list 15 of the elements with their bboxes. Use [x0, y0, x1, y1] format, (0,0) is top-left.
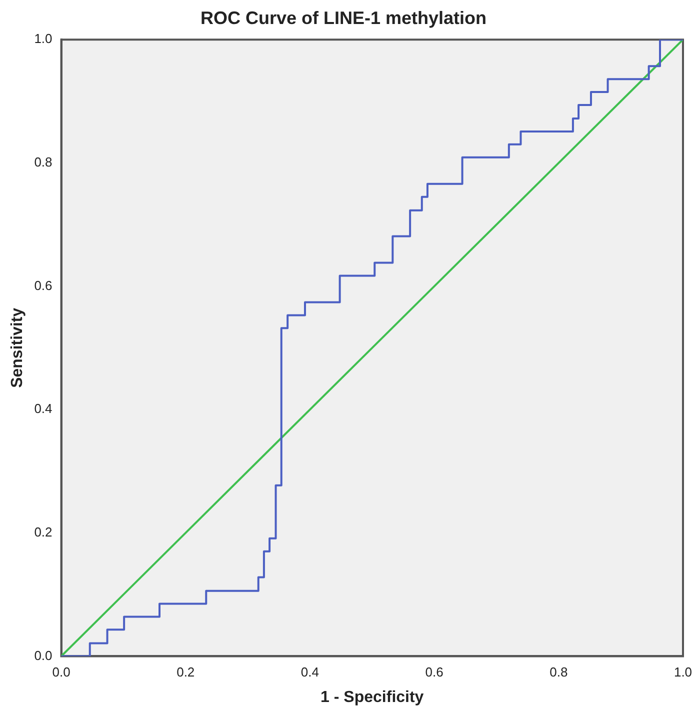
- y-tick-label: 0.8: [34, 154, 52, 170]
- x-tick-label: 0.6: [425, 664, 444, 680]
- y-tick-label: 1.0: [34, 31, 52, 46]
- x-tick-label: 0.4: [300, 664, 319, 680]
- x-tick-label: 1.0: [674, 664, 692, 680]
- chart-title: ROC Curve of LINE-1 methylation: [200, 8, 487, 28]
- y-tick-label: 0.6: [34, 278, 52, 293]
- x-tick-label: 0.0: [52, 664, 70, 680]
- x-tick-label: 0.8: [550, 664, 568, 680]
- y-tick-label: 0.4: [34, 401, 52, 416]
- y-tick-label: 0.2: [34, 524, 52, 540]
- x-tick-label: 0.2: [176, 664, 195, 680]
- x-axis-title: 1 - Specificity: [320, 688, 424, 706]
- y-tick-label: 0.0: [34, 648, 52, 663]
- y-axis-title: Sensitivity: [9, 308, 26, 388]
